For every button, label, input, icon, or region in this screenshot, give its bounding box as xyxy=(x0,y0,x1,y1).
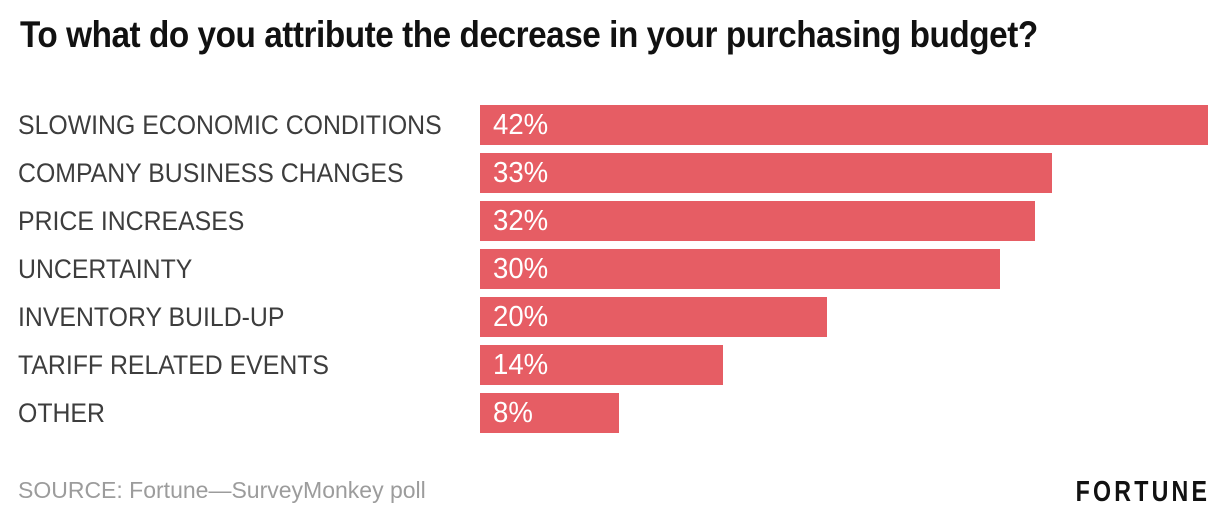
category-label: OTHER xyxy=(0,398,480,429)
category-label: PRICE INCREASES xyxy=(0,206,480,237)
bar-row: TARIFF RELATED EVENTS 14% xyxy=(0,345,1222,385)
value-label-text: 42% xyxy=(493,108,549,141)
category-label-text: OTHER xyxy=(18,397,105,428)
bar-track: 32% xyxy=(480,201,1208,241)
bar-track: 8% xyxy=(480,393,1208,433)
value-label: 20% xyxy=(480,301,551,334)
bar: 33% xyxy=(480,153,1052,193)
category-label: COMPANY BUSINESS CHANGES xyxy=(0,158,480,189)
category-label: UNCERTAINTY xyxy=(0,254,480,285)
value-label-text: 33% xyxy=(493,156,549,189)
value-label: 42% xyxy=(480,109,551,142)
chart-title: To what do you attribute the decrease in… xyxy=(20,14,1151,56)
bar-track: 33% xyxy=(480,153,1208,193)
bar-row: UNCERTAINTY 30% xyxy=(0,249,1222,289)
category-label: INVENTORY BUILD-UP xyxy=(0,302,480,333)
bar: 42% xyxy=(480,105,1208,145)
value-label-text: 14% xyxy=(493,348,549,381)
chart-title-text: To what do you attribute the decrease in… xyxy=(20,14,1038,55)
value-label: 33% xyxy=(480,157,551,190)
bar: 8% xyxy=(480,393,619,433)
category-label-text: PRICE INCREASES xyxy=(18,205,245,236)
value-label: 30% xyxy=(480,253,551,286)
fortune-logo: FORTUNE xyxy=(1075,476,1210,508)
bar: 20% xyxy=(480,297,827,337)
bar: 30% xyxy=(480,249,1000,289)
bar-track: 30% xyxy=(480,249,1208,289)
category-label-text: INVENTORY BUILD-UP xyxy=(18,301,285,332)
value-label-text: 20% xyxy=(493,300,549,333)
category-label-text: SLOWING ECONOMIC CONDITIONS xyxy=(18,109,442,140)
bar-row: PRICE INCREASES 32% xyxy=(0,201,1222,241)
value-label-text: 8% xyxy=(493,396,533,429)
category-label-text: COMPANY BUSINESS CHANGES xyxy=(18,157,404,188)
category-label-text: UNCERTAINTY xyxy=(18,253,193,284)
bar-row: COMPANY BUSINESS CHANGES 33% xyxy=(0,153,1222,193)
value-label-text: 30% xyxy=(493,252,549,285)
source-note: SOURCE: Fortune—SurveyMonkey poll xyxy=(18,477,426,503)
bar-track: 42% xyxy=(480,105,1208,145)
bar-row: SLOWING ECONOMIC CONDITIONS 42% xyxy=(0,105,1222,145)
value-label-text: 32% xyxy=(493,204,549,237)
bar: 32% xyxy=(480,201,1035,241)
bar-chart: SLOWING ECONOMIC CONDITIONS 42% COMPANY … xyxy=(0,105,1222,441)
bar-row: INVENTORY BUILD-UP 20% xyxy=(0,297,1222,337)
category-label: SLOWING ECONOMIC CONDITIONS xyxy=(0,110,480,141)
value-label: 8% xyxy=(480,397,535,430)
category-label: TARIFF RELATED EVENTS xyxy=(0,350,480,381)
bar-row: OTHER 8% xyxy=(0,393,1222,433)
category-label-text: TARIFF RELATED EVENTS xyxy=(18,349,330,380)
bar-track: 20% xyxy=(480,297,1208,337)
value-label: 14% xyxy=(480,349,551,382)
bar-track: 14% xyxy=(480,345,1208,385)
value-label: 32% xyxy=(480,205,551,238)
bar: 14% xyxy=(480,345,723,385)
